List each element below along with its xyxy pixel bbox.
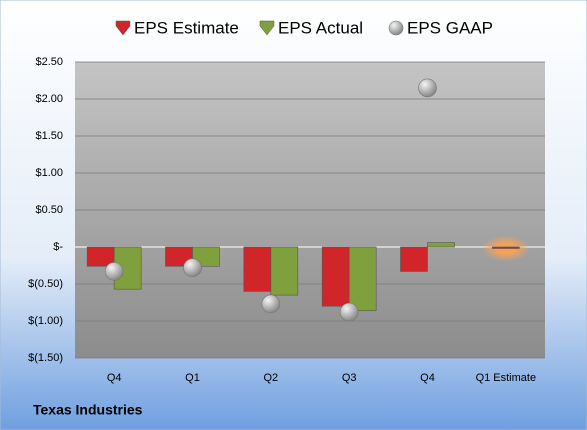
legend-swatch xyxy=(115,20,131,36)
x-tick-label: Q2 xyxy=(263,372,278,384)
bar xyxy=(492,246,520,249)
footer: Texas Industries xyxy=(33,402,143,418)
x-tick-label: Q1 Estimate xyxy=(476,372,537,384)
point xyxy=(183,258,202,278)
x-tick-label: Q4 xyxy=(420,372,435,384)
bar xyxy=(348,246,377,311)
legend-swatch xyxy=(388,20,404,36)
point xyxy=(261,294,281,314)
point xyxy=(339,302,359,322)
y-tick-label: $1.50 xyxy=(35,130,63,142)
legend-label: EPS Actual xyxy=(278,18,363,37)
legend-label: EPS Estimate xyxy=(134,18,239,37)
bar xyxy=(427,242,455,248)
y-tick-label: $0.50 xyxy=(35,204,63,216)
bar xyxy=(321,246,350,307)
bar xyxy=(400,246,428,272)
y-tick-label: $2.00 xyxy=(35,93,63,105)
x-tick-label: Q4 xyxy=(107,372,122,384)
point xyxy=(418,78,437,98)
legend-label: EPS GAAP xyxy=(407,18,493,37)
x-tick-label: Q3 xyxy=(342,372,357,384)
y-tick-label: $(0.50) xyxy=(28,278,63,290)
y-tick-label: $2.50 xyxy=(35,56,63,68)
legend-swatch xyxy=(259,20,275,36)
y-tick-label: $(1.00) xyxy=(28,315,63,327)
x-tick-label: Q1 xyxy=(185,372,200,384)
bar xyxy=(270,246,299,296)
bar xyxy=(243,246,272,292)
y-tick-label: $1.00 xyxy=(35,167,63,179)
y-tick-label: $- xyxy=(53,241,63,253)
point xyxy=(104,262,124,281)
y-tick-label: $(1.50) xyxy=(28,352,63,364)
